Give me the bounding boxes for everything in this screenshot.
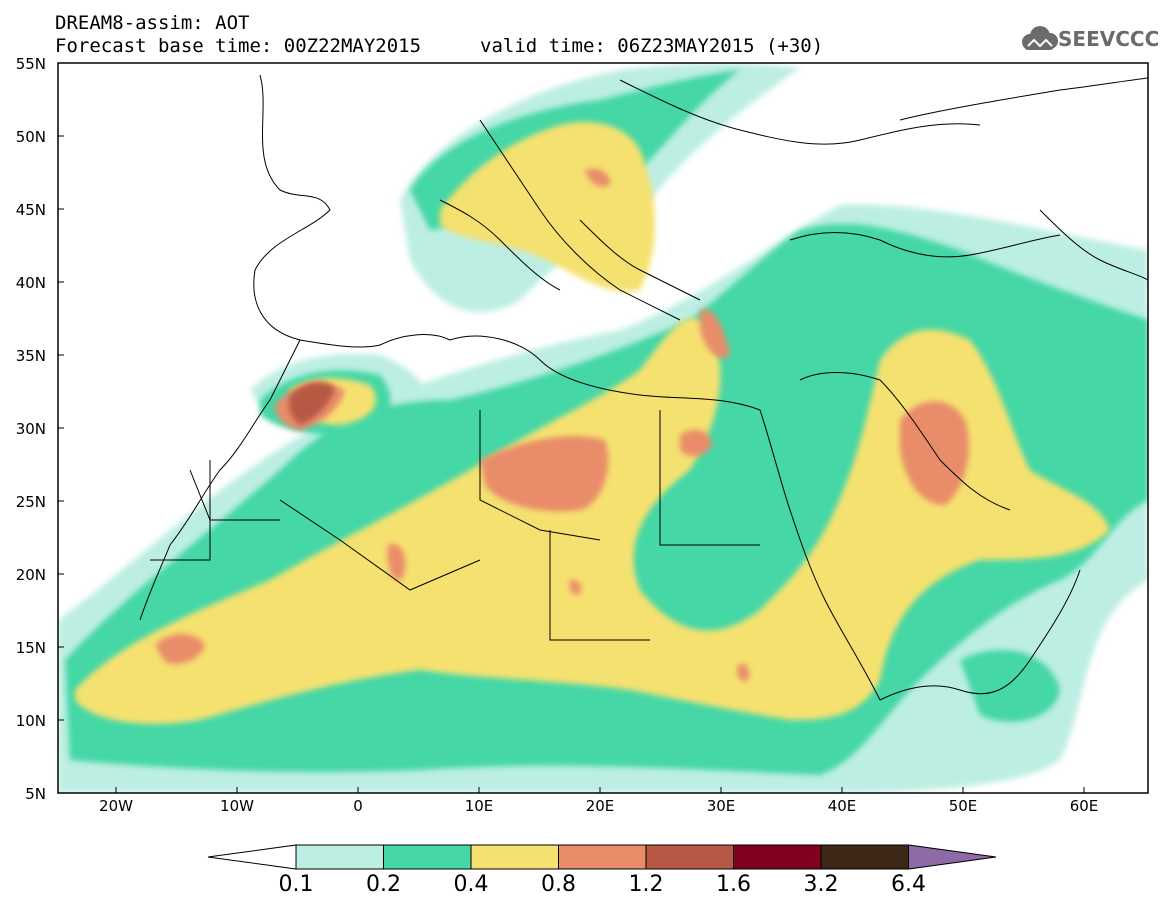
colorbar-bin	[295, 844, 384, 870]
colorbar-label: 0.2	[366, 872, 401, 897]
coastlines	[139, 74, 1148, 701]
colorbar-bin	[470, 844, 559, 870]
lat-label: 50N	[15, 128, 46, 146]
lat-label: 5N	[25, 785, 46, 803]
colorbar-label: 0.8	[541, 872, 576, 897]
base-time-label: Forecast base time: 00Z22MAY2015	[55, 35, 422, 57]
lat-label: 30N	[15, 420, 46, 438]
colorbar-bin	[383, 844, 472, 870]
lat-label: 40N	[15, 274, 46, 292]
lat-label: 20N	[15, 566, 46, 584]
lon-label: 60E	[1069, 797, 1099, 815]
colorbar-bin	[733, 844, 822, 870]
colorbar-bin	[820, 844, 909, 870]
colorbar-label: 1.6	[716, 872, 751, 897]
lat-label: 10N	[15, 712, 46, 730]
colorbar-label: 0.1	[278, 872, 314, 897]
colorbar	[207, 844, 997, 870]
colorbar-bin	[645, 844, 734, 870]
lon-label: 20W	[99, 797, 133, 815]
colorbar-lower-arrow	[207, 844, 297, 870]
model-title: DREAM8-assim: AOT	[55, 12, 250, 34]
colorbar-label: 0.4	[453, 872, 489, 897]
logo-text: SEEVCCC	[1058, 27, 1160, 51]
lat-label: 55N	[15, 55, 46, 73]
lon-label: 0	[353, 797, 363, 815]
lon-label: 10E	[464, 797, 494, 815]
lon-label: 40E	[827, 797, 857, 815]
cloud-icon	[1022, 26, 1058, 50]
lat-label: 15N	[15, 639, 46, 657]
lat-label: 25N	[15, 493, 46, 511]
lon-label: 50E	[948, 797, 978, 815]
valid-time-label: valid time: 06Z23MAY2015 (+30)	[480, 35, 824, 57]
axis-ticks	[58, 62, 1085, 794]
colorbar-label: 1.2	[628, 872, 664, 897]
colorbar-upper-arrow	[908, 844, 997, 870]
lat-label: 45N	[15, 201, 46, 219]
lon-label: 10W	[220, 797, 254, 815]
lon-label: 20E	[585, 797, 615, 815]
colorbar-label: 3.2	[803, 872, 839, 897]
colorbar-label: 6.4	[891, 872, 926, 897]
lat-label: 35N	[15, 347, 46, 365]
colorbar-bin	[558, 844, 647, 870]
lon-label: 30E	[706, 797, 736, 815]
aot-field	[58, 63, 1148, 793]
